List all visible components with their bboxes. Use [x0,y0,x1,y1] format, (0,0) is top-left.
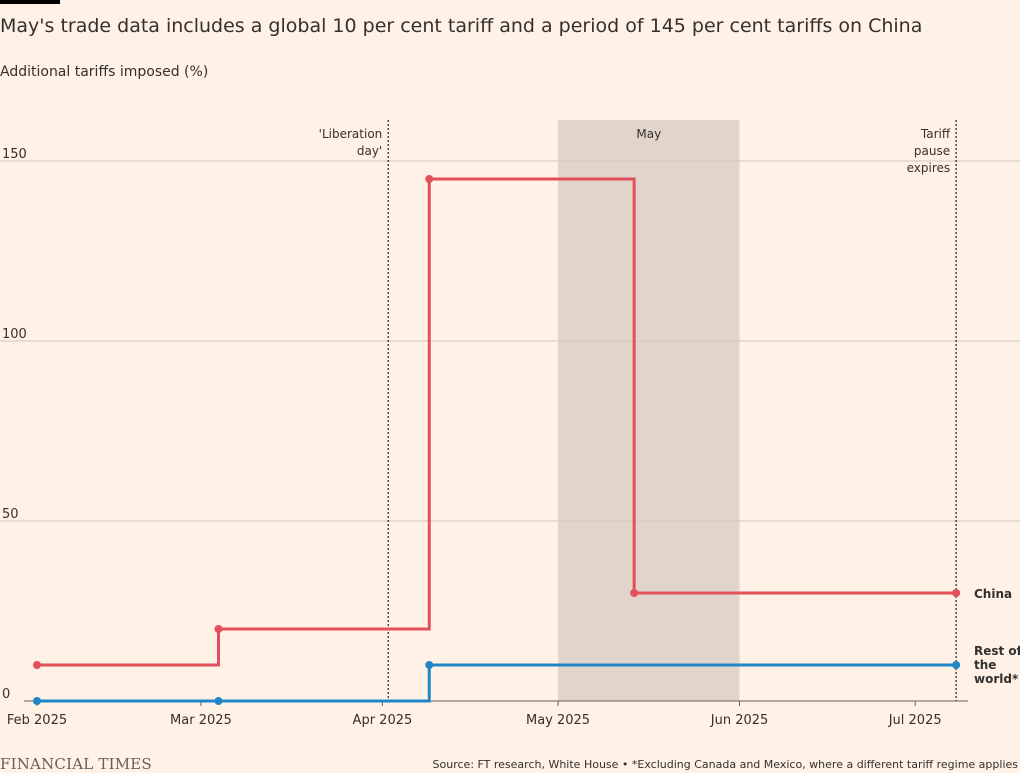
x-tick-label: Apr 2025 [353,713,413,728]
ft-logo: FINANCIAL TIMES [0,755,152,773]
ft-top-bar [0,0,60,4]
china-point [214,625,223,633]
china-point [952,589,961,597]
china-point [630,589,639,597]
liberation-day-label: 'Liberation [319,127,383,141]
rest-of-world-series-label: Rest of [974,644,1020,658]
tariff-pause-label: expires [907,161,951,175]
china-point [425,175,434,183]
tariff-pause-label: pause [914,144,950,158]
y-tick-label: 50 [2,507,19,522]
may-shaded-region [558,120,740,701]
rest-of-world-point [952,661,961,669]
china-point [33,661,41,669]
china-series-line [37,177,957,667]
rest-of-world-point [33,697,41,705]
source-note: Source: FT research, White House • *Excl… [432,758,1018,771]
chart-subtitle: Additional tariffs imposed (%) [0,64,209,80]
rest-of-world-point [425,661,434,669]
x-tick-label: Jun 2025 [710,713,769,728]
liberation-day-label: day' [357,144,382,158]
china-series-label: China [974,587,1012,601]
y-tick-label: 100 [2,327,27,342]
x-tick-label: Jul 2025 [888,713,942,728]
chart-title: May's trade data includes a global 10 pe… [0,15,923,37]
y-tick-label: 150 [2,147,27,162]
rest-of-world-series-label: the [974,658,996,672]
x-tick-label: May 2025 [526,713,590,728]
tariff-pause-label: Tariff [920,127,951,141]
x-tick-label: Feb 2025 [7,713,67,728]
rest-of-world-series-label: world* [974,672,1019,686]
y-tick-label: 0 [2,687,10,702]
x-tick-label: Mar 2025 [170,713,232,728]
rest-of-world-series-line [37,663,957,703]
rest-of-world-point [214,697,223,705]
may-region-label: May [636,127,661,141]
